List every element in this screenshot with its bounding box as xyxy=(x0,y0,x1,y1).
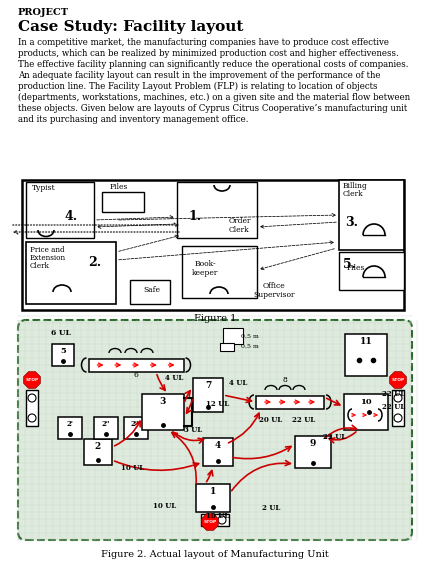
Bar xyxy=(392,390,404,426)
Text: Case Study: Facility layout: Case Study: Facility layout xyxy=(18,20,243,34)
Text: 2.: 2. xyxy=(88,255,101,268)
Bar xyxy=(18,320,412,540)
Bar xyxy=(339,252,404,290)
Text: Safe: Safe xyxy=(143,286,160,294)
Text: STOP: STOP xyxy=(203,520,217,524)
Polygon shape xyxy=(202,514,218,530)
Bar xyxy=(89,359,184,371)
Text: Clerk: Clerk xyxy=(343,190,364,198)
Text: Clerk: Clerk xyxy=(30,262,50,270)
Text: STOP: STOP xyxy=(25,378,39,382)
Text: 6 UL: 6 UL xyxy=(51,329,71,337)
Bar xyxy=(52,344,74,366)
Text: 11: 11 xyxy=(359,337,372,346)
Bar xyxy=(344,394,388,430)
Text: Price and: Price and xyxy=(30,246,64,254)
Text: Order: Order xyxy=(229,217,252,225)
Text: 3.: 3. xyxy=(345,215,358,229)
Text: 22 UL: 22 UL xyxy=(323,433,347,441)
Text: 10: 10 xyxy=(360,398,372,406)
Text: 2": 2" xyxy=(102,420,110,428)
Text: Supervisor: Supervisor xyxy=(253,291,295,299)
Text: 4 UL: 4 UL xyxy=(229,379,247,387)
Bar xyxy=(84,439,112,465)
Text: 3: 3 xyxy=(160,397,166,406)
Text: 2"': 2"' xyxy=(131,420,141,428)
Bar xyxy=(339,180,404,250)
Text: 20 UL: 20 UL xyxy=(259,416,283,424)
Text: 22 UL: 22 UL xyxy=(382,403,405,411)
Bar xyxy=(256,396,324,409)
Text: Book-: Book- xyxy=(194,260,216,268)
Text: keeper: keeper xyxy=(192,269,218,277)
Text: 10 UL: 10 UL xyxy=(154,502,177,510)
Text: Files: Files xyxy=(110,183,129,191)
Text: 0,5 m: 0,5 m xyxy=(241,333,259,339)
Text: 2': 2' xyxy=(67,420,74,428)
Text: products, which can be realized by minimized production cost and higher effectiv: products, which can be realized by minim… xyxy=(18,49,399,58)
Text: 0,5 m: 0,5 m xyxy=(241,343,259,349)
Text: 6: 6 xyxy=(134,371,138,379)
Text: 3 UL: 3 UL xyxy=(184,426,202,434)
Bar xyxy=(201,514,229,526)
Bar xyxy=(295,436,331,468)
Text: 10 UL: 10 UL xyxy=(121,464,144,472)
Text: Billing: Billing xyxy=(343,182,368,190)
Text: 9: 9 xyxy=(310,439,316,448)
Text: and its purchasing and inventory management office.: and its purchasing and inventory managem… xyxy=(18,115,249,124)
Text: 5: 5 xyxy=(60,347,66,355)
Bar xyxy=(58,417,82,439)
Text: Typist: Typist xyxy=(32,184,55,192)
Bar xyxy=(26,390,38,426)
Bar xyxy=(220,343,234,351)
Text: 4 UL: 4 UL xyxy=(165,374,183,382)
Text: Extension: Extension xyxy=(30,254,66,262)
Text: 2 UL: 2 UL xyxy=(262,504,280,512)
Bar xyxy=(196,484,230,512)
Text: An adequate facility layout can result in the improvement of the performance of : An adequate facility layout can result i… xyxy=(18,71,381,80)
Text: 12 UL: 12 UL xyxy=(206,400,230,408)
Text: 8: 8 xyxy=(283,376,287,384)
Bar xyxy=(193,378,223,412)
Bar xyxy=(130,280,170,304)
Text: 1.: 1. xyxy=(189,210,202,222)
Text: STOP: STOP xyxy=(391,378,405,382)
Bar xyxy=(22,180,404,310)
Text: Figure 2. Actual layout of Manufacturing Unit: Figure 2. Actual layout of Manufacturing… xyxy=(101,550,329,559)
Bar xyxy=(203,438,233,466)
Bar xyxy=(182,246,257,298)
Text: 5.: 5. xyxy=(343,257,356,271)
Text: 1: 1 xyxy=(210,487,216,496)
Bar xyxy=(345,334,387,376)
Bar xyxy=(142,394,184,430)
Text: Files: Files xyxy=(347,264,366,272)
Text: Clerk: Clerk xyxy=(229,226,250,234)
Text: (departments, workstations, machines, etc.) on a given site and the material flo: (departments, workstations, machines, et… xyxy=(18,93,410,102)
Text: these objects. Given below are layouts of Cyprus Citrus Cooperative’s manufactur: these objects. Given below are layouts o… xyxy=(18,104,407,113)
Bar xyxy=(94,417,118,439)
Bar xyxy=(102,192,144,212)
Text: Figure 1: Figure 1 xyxy=(194,314,236,323)
Text: production line. The Facility Layout Problem (FLP) is relating to location of ob: production line. The Facility Layout Pro… xyxy=(18,82,378,91)
Text: 4.: 4. xyxy=(64,210,77,222)
Bar xyxy=(124,417,148,439)
Text: 22 UL: 22 UL xyxy=(382,390,405,398)
Polygon shape xyxy=(24,372,40,388)
Text: 2: 2 xyxy=(95,442,101,451)
Bar xyxy=(26,182,94,238)
Polygon shape xyxy=(390,372,406,388)
Text: In a competitive market, the manufacturing companies have to produce cost effect: In a competitive market, the manufacturi… xyxy=(18,38,389,47)
Bar xyxy=(223,328,243,344)
Bar xyxy=(177,182,257,238)
Text: 4: 4 xyxy=(215,441,221,450)
Text: 10 UL: 10 UL xyxy=(206,512,230,520)
Text: PROJECT: PROJECT xyxy=(18,8,69,17)
Text: The effective facility planning can significantly reduce the operational costs o: The effective facility planning can sign… xyxy=(18,60,408,69)
Bar xyxy=(26,242,116,304)
Text: Office: Office xyxy=(263,282,286,290)
Text: 7: 7 xyxy=(205,381,211,390)
Text: 22 UL: 22 UL xyxy=(292,416,316,424)
